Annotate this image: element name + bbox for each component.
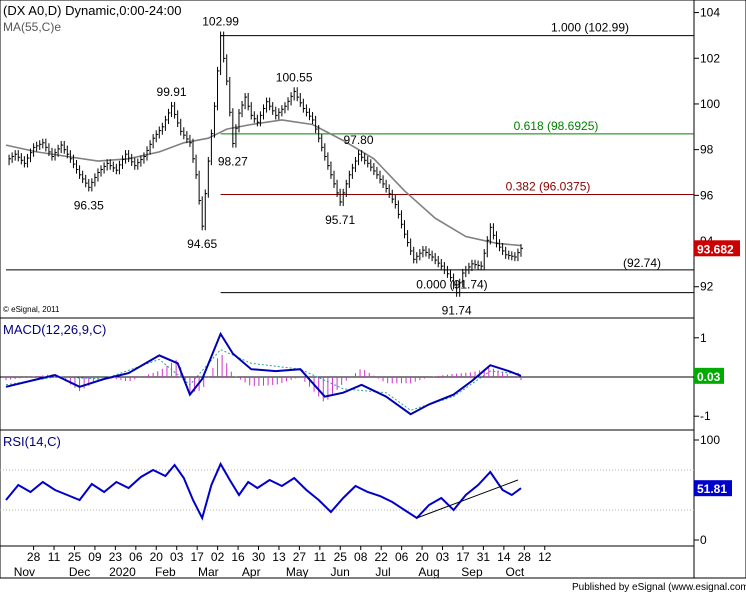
x-month-label: Aug	[418, 565, 439, 579]
x-month-label: Jul	[375, 565, 390, 579]
rsi-line	[5, 461, 522, 521]
rsi-value-tag-bg	[694, 480, 732, 497]
x-axis-frame	[0, 545, 695, 579]
x-day-label: 31	[477, 550, 491, 564]
x-day-label: 02	[211, 550, 225, 564]
ma-line	[5, 119, 522, 247]
rsi-panel-frame	[0, 429, 695, 547]
fib-level-label: (92.74)	[623, 256, 661, 270]
x-day-label: 11	[314, 550, 327, 564]
macd-value-tag: 0.03	[697, 370, 721, 384]
x-day-label: 16	[231, 550, 245, 564]
x-month-label: Sep	[461, 565, 483, 579]
x-day-label: 03	[170, 550, 184, 564]
rsi-value-tag: 51.81	[697, 482, 727, 496]
x-day-label: 14	[497, 550, 511, 564]
x-day-label: 08	[354, 550, 368, 564]
x-day-label: 23	[109, 550, 123, 564]
x-day-label: 17	[456, 550, 470, 564]
x-day-label: 11	[48, 550, 61, 564]
fib-level-label: 0.382 (96.0375)	[506, 179, 591, 193]
x-day-label: 17	[190, 550, 204, 564]
macd-line	[5, 331, 522, 416]
ma-label: MA(55,C)e	[3, 20, 61, 34]
x-day-label: 09	[88, 550, 102, 564]
fib-level-label: 1.000 (102.99)	[551, 21, 629, 35]
fib-level-label: 0.000 (91.74)	[416, 278, 487, 292]
x-day-label: 28	[27, 550, 41, 564]
x-day-label: 27	[293, 550, 307, 564]
x-day-label: 30	[252, 550, 266, 564]
x-axis: 28 11 25 09 23 06 20 03 17 02 16 30 13 27 11 25 08 22 06 20…	[14, 546, 552, 579]
price-y-tick-label: 98	[700, 143, 714, 157]
price-y-tick-label: 96	[700, 188, 714, 202]
x-day-label: 13	[272, 550, 286, 564]
copyright: © eSignal, 2011	[3, 305, 60, 314]
x-day-label: 06	[129, 550, 143, 564]
rsi-panel: 10050051.81	[0, 433, 732, 547]
x-day-label: 25	[334, 550, 348, 564]
x-month-label: Mar	[198, 565, 219, 579]
swing-label: 96.35	[74, 198, 104, 212]
publisher-footer: Published by eSignal (www.esignal.com)	[572, 582, 746, 593]
macd-value-tag-bg	[694, 367, 724, 384]
price-y-tick-label: 104	[700, 6, 720, 20]
macd-panel-frame	[0, 317, 695, 431]
x-day-label: 20	[150, 550, 164, 564]
last-price-tag: 93.682	[697, 242, 734, 256]
chart-title: (DX A0,D) Dynamic,0:00-24:00	[3, 3, 181, 18]
x-month-label: Nov	[14, 565, 35, 579]
x-day-label: 20	[415, 550, 429, 564]
swing-label: 100.55	[276, 70, 313, 84]
swing-label: 102.99	[202, 15, 239, 29]
swing-label: 91.74	[442, 304, 472, 318]
x-month-label: Jun	[330, 565, 349, 579]
swing-label: 97.80	[344, 133, 374, 147]
x-day-label: 12	[538, 550, 552, 564]
swing-label: 95.71	[325, 213, 355, 227]
price-y-tick-label: 92	[700, 280, 714, 294]
swing-label: 98.27	[218, 154, 248, 168]
swing-label: 94.65	[187, 237, 217, 251]
x-month-label: Oct	[506, 565, 525, 579]
rsi-y-tick-label: 100	[700, 433, 720, 447]
macd-signal-line	[5, 348, 522, 411]
price-y-tick-label: 100	[700, 97, 720, 111]
macd-panel: 1 -1 0.03	[0, 331, 724, 423]
macd-y-tick-label: 1	[700, 331, 707, 345]
x-month-label: Dec	[69, 565, 90, 579]
x-month-label: 2020	[109, 565, 136, 579]
last-price-tag-bg	[694, 240, 740, 257]
rsi-y-tick-label: 0	[700, 533, 707, 547]
price-panel: 929496981001021041.000 (102.99)0.618 (98…	[5, 6, 740, 318]
fib-level-label: 0.618 (98.6925)	[514, 119, 599, 133]
price-y-tick-label: 102	[700, 51, 720, 65]
x-month-label: Apr	[242, 565, 261, 579]
x-day-label: 06	[395, 550, 409, 564]
x-day-label: 28	[518, 550, 532, 564]
rsi-trendline	[416, 479, 519, 519]
macd-title: MACD(12,26,9,C)	[3, 322, 106, 337]
x-day-label: 03	[436, 550, 450, 564]
macd-y-tick-label: -1	[700, 409, 711, 423]
x-month-label: Feb	[155, 565, 176, 579]
x-month-label: May	[286, 565, 309, 579]
x-day-label: 25	[68, 550, 82, 564]
rsi-title: RSI(14,C)	[3, 434, 61, 449]
x-day-label: 22	[375, 550, 389, 564]
swing-label: 99.91	[157, 85, 187, 99]
